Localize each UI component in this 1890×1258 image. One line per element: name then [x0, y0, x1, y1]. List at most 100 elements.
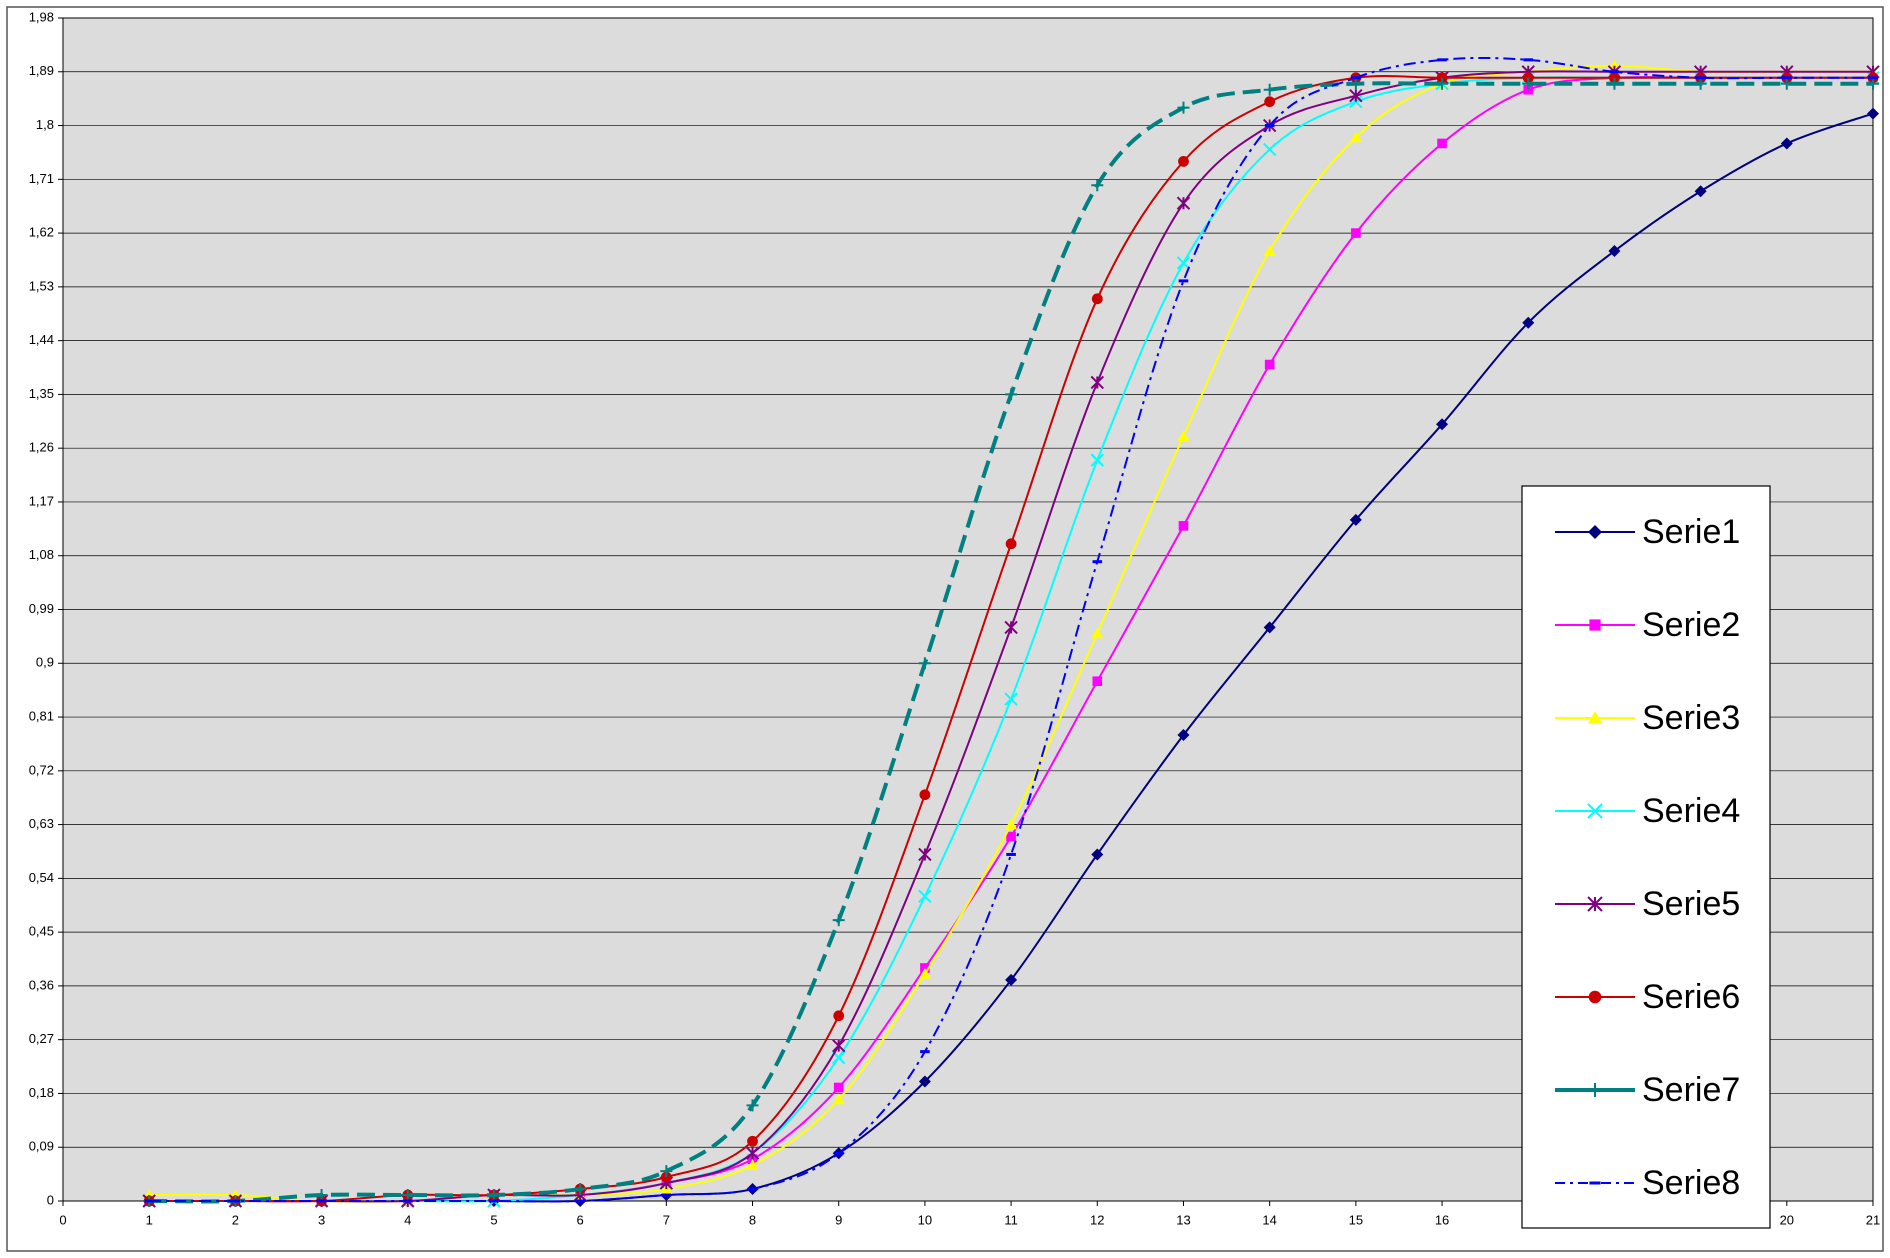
series-line: [149, 56, 1873, 1203]
marker: [1176, 256, 1191, 270]
marker: [1588, 990, 1602, 1004]
y-tick-label: 1,44: [29, 332, 54, 347]
legend-label: Serie2: [1642, 606, 1740, 644]
marker: [1178, 521, 1189, 531]
marker: [487, 1189, 500, 1202]
marker: [918, 967, 931, 979]
y-tick-label: 0,45: [29, 924, 54, 939]
y-tick-label: 1,17: [29, 493, 54, 508]
marker: [1867, 77, 1879, 90]
marker: [1349, 131, 1362, 143]
marker: [1005, 973, 1018, 986]
x-tick-label: 11: [1004, 1212, 1018, 1227]
marker: [1349, 88, 1363, 103]
marker: [1178, 155, 1189, 167]
marker: [918, 847, 932, 862]
marker: [1005, 818, 1018, 830]
marker: [918, 657, 931, 670]
marker: [747, 1135, 758, 1147]
series-lines: [142, 56, 1880, 1208]
marker: [1694, 185, 1707, 198]
y-tick-label: 1,98: [29, 9, 54, 24]
x-tick-label: 13: [1176, 1212, 1190, 1227]
legend-label: Serie1: [1642, 513, 1740, 551]
x-tick-label: 20: [1780, 1212, 1794, 1227]
marker: [832, 1093, 845, 1105]
legend-label: Serie6: [1642, 978, 1740, 1016]
marker: [315, 1189, 328, 1202]
y-tick-label: 1,8: [36, 117, 54, 132]
marker: [1589, 619, 1601, 631]
legend-label: Serie4: [1642, 792, 1740, 830]
x-tick-label: 3: [318, 1212, 325, 1227]
marker: [574, 1183, 587, 1196]
x-tick-label: 21: [1866, 1212, 1880, 1227]
marker: [746, 1099, 759, 1112]
x-tick-label: 2: [232, 1212, 239, 1227]
y-tick-label: 1,26: [29, 440, 54, 455]
marker: [1867, 107, 1879, 120]
marker: [918, 1075, 931, 1088]
marker: [1588, 711, 1602, 724]
marker: [1092, 676, 1103, 686]
marker: [1694, 77, 1707, 90]
marker: [1264, 96, 1276, 108]
marker: [1263, 83, 1276, 96]
x-tick-label: 10: [918, 1212, 932, 1227]
marker: [1436, 418, 1449, 431]
x-tick-label: 8: [749, 1212, 756, 1227]
marker: [1780, 77, 1793, 90]
marker: [660, 1165, 673, 1178]
marker: [919, 789, 931, 801]
y-tick-label: 0,18: [29, 1085, 54, 1100]
marker: [1004, 692, 1018, 706]
y-tick-label: 0,9: [36, 655, 54, 670]
x-tick-label: 4: [404, 1212, 411, 1227]
marker: [1005, 388, 1018, 401]
marker: [1177, 430, 1190, 442]
marker: [1090, 453, 1104, 467]
marker: [1177, 728, 1190, 741]
marker: [1091, 293, 1103, 305]
marker: [1780, 137, 1793, 150]
marker: [1090, 375, 1104, 390]
legend-label: Serie7: [1642, 1071, 1740, 1109]
x-tick-label: 5: [490, 1212, 497, 1227]
y-tick-label: 1,53: [29, 278, 54, 293]
y-tick-label: 1,08: [29, 547, 54, 562]
y-tick-label: 0,09: [29, 1139, 54, 1154]
marker: [1006, 831, 1016, 842]
marker: [1263, 245, 1276, 256]
marker: [1436, 77, 1449, 90]
marker: [746, 1159, 759, 1170]
marker: [1005, 538, 1017, 550]
marker: [832, 1038, 846, 1053]
marker: [1091, 627, 1104, 639]
marker: [1587, 896, 1603, 912]
marker: [1588, 525, 1602, 539]
marker: [1349, 513, 1362, 526]
legend-label: Serie8: [1642, 1164, 1740, 1202]
marker: [918, 889, 932, 903]
y-tick-label: 0,81: [29, 708, 54, 723]
y-tick-label: 0,54: [29, 870, 54, 885]
marker: [1004, 620, 1018, 635]
marker: [833, 1082, 844, 1093]
marker: [1608, 245, 1621, 258]
marker: [1091, 848, 1104, 861]
y-tick-label: 1,62: [29, 225, 54, 240]
x-tick-label: 9: [835, 1212, 842, 1227]
y-tick-label: 0,63: [29, 816, 54, 831]
x-tick-label: 16: [1435, 1212, 1449, 1227]
marker: [1349, 77, 1362, 90]
marker: [1437, 138, 1447, 149]
y-tick-label: 1,71: [29, 171, 54, 186]
y-tick-label: 1,35: [29, 386, 54, 401]
y-tick-label: 0,27: [29, 1031, 54, 1046]
x-tick-label: 1: [146, 1212, 153, 1227]
marker: [1587, 803, 1603, 819]
y-tick-label: 0,36: [29, 977, 54, 992]
y-tick-label: 0,99: [29, 601, 54, 616]
x-tick-label: 12: [1090, 1212, 1104, 1227]
marker: [1091, 179, 1104, 192]
